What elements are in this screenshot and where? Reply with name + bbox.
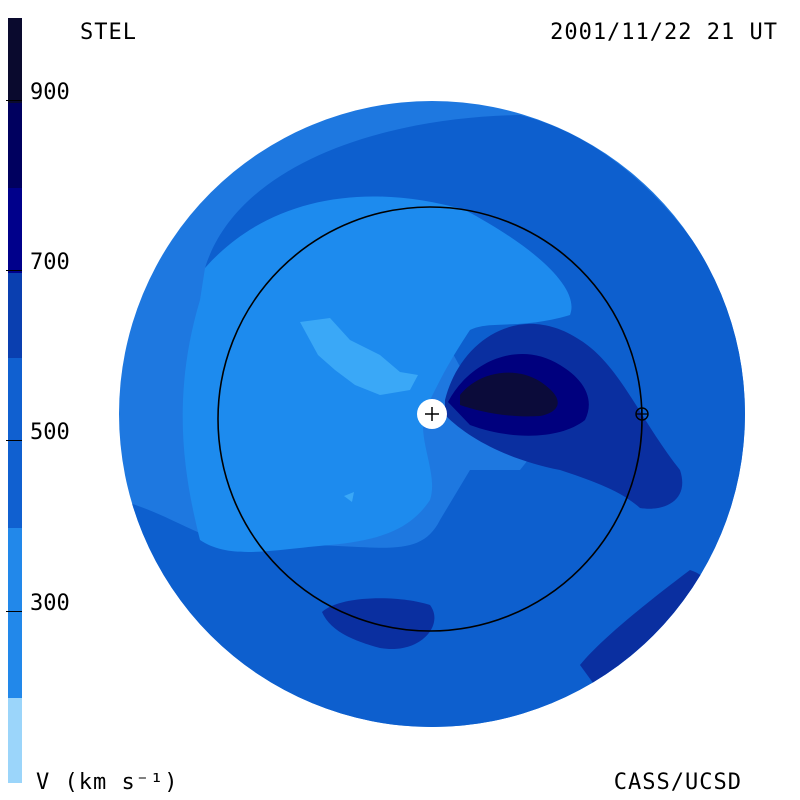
earth-circle-cross-icon [635,407,649,421]
credit-label: CASS/UCSD [613,770,742,795]
colorbar-segment [8,528,22,698]
low-velocity-patch [344,492,354,502]
timestamp-label: 2001/11/22 21 UT [550,20,778,45]
low-velocity-region [300,318,418,395]
velocity-units-label: V (km s⁻¹) [36,770,179,795]
colorbar-label-900: 900 [30,80,70,105]
colorbar-tick [6,100,22,101]
sun-plus-icon [417,399,447,429]
colorbar-tick [6,440,22,441]
mid-velocity-region [120,115,745,727]
colorbar-segment [8,103,22,188]
observatory-label: STEL [80,20,137,45]
colorbar-segment [8,698,22,783]
peak-velocity-region [460,372,558,417]
velocity-colorbar [8,18,22,783]
colorbar-segment [8,18,22,103]
colorbar-segment [8,358,22,528]
colorbar-label-700: 700 [30,250,70,275]
colorbar-tick [6,270,22,271]
colorbar-segment [8,273,22,358]
colorbar-label-500: 500 [30,420,70,445]
high-velocity-patch-south [322,598,435,650]
colorbar-tick [6,611,22,612]
colorbar-segment [8,188,22,273]
colorbar-label-300: 300 [30,591,70,616]
